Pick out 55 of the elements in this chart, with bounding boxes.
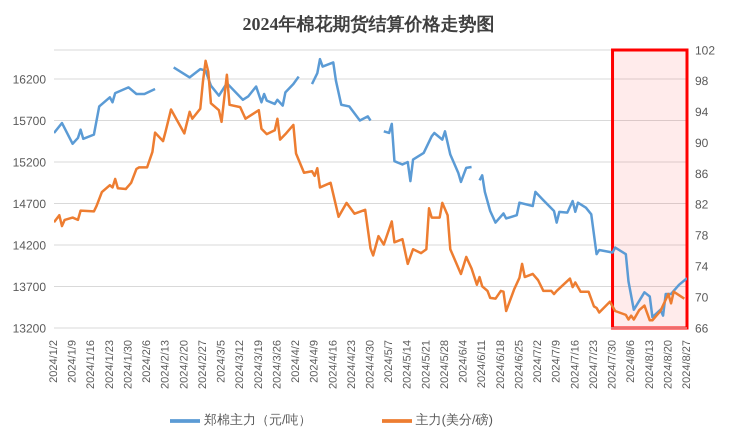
x-tick-label: 2024/1/16: [85, 340, 98, 389]
y2-tick-label: 94: [695, 105, 709, 120]
x-tick-label: 2024/4/30: [364, 340, 376, 389]
x-tick-label: 2024/4/2: [290, 340, 302, 383]
x-tick-label: 2024/2/6: [141, 340, 154, 383]
y-tick-label: 14700: [12, 196, 46, 211]
x-tick-label: 2024/1/9: [66, 340, 79, 383]
x-tick-label: 2024/4/16: [327, 340, 340, 389]
x-tick-label: 2024/6/4: [458, 340, 470, 383]
x-tick-label: 2024/8/13: [644, 340, 656, 389]
y2-tick-label: 74: [695, 259, 709, 274]
y-tick-label: 13700: [12, 280, 46, 294]
y2-tick-label: 66: [695, 321, 709, 336]
x-tick-label: 2024/5/21: [420, 340, 432, 389]
y2-tick-label: 78: [695, 228, 709, 243]
x-tick-label: 2024/7/30: [606, 340, 619, 389]
x-tick-label: 2024/4/23: [346, 340, 358, 389]
x-tick-label: 2024/7/9: [550, 340, 563, 383]
y2-tick-label: 70: [695, 290, 709, 304]
x-tick-label: 2024/3/12: [234, 340, 246, 389]
y2-tick-label: 98: [695, 74, 709, 88]
y2-tick-label: 102: [695, 43, 716, 58]
y-tick-label: 13200: [12, 321, 46, 336]
y2-tick-label: 90: [695, 136, 709, 150]
x-tick-label: 2024/2/13: [160, 340, 172, 389]
x-tick-label: 2024/7/2: [532, 340, 544, 383]
legend-label: 郑棉主力（元/吨）: [204, 412, 312, 428]
x-tick-label: 2024/2/20: [178, 340, 190, 389]
x-tick-label: 2024/1/23: [104, 340, 116, 389]
y-tick-label: 15700: [12, 114, 46, 128]
x-tick-label: 2024/7/23: [588, 340, 600, 389]
y2-tick-label: 82: [695, 198, 709, 212]
legend-label: 主力(美分/磅): [416, 412, 493, 428]
x-tick-label: 2024/8/20: [662, 340, 674, 389]
x-tick-label: 2024/6/11: [476, 340, 488, 388]
x-tick-label: 2024/1/30: [122, 340, 134, 389]
x-tick-label: 2024/2/27: [196, 340, 209, 389]
x-tick-label: 2024/3/5: [216, 340, 228, 383]
x-tick-label: 2024/4/9: [308, 340, 321, 383]
x-tick-label: 2024/8/27: [681, 340, 693, 389]
y-tick-label: 16200: [12, 72, 46, 86]
y-tick-label: 15200: [12, 155, 46, 170]
x-tick-label: 2024/1/2: [48, 340, 60, 383]
y2-tick-label: 86: [695, 166, 709, 181]
x-tick-label: 2024/6/18: [494, 340, 507, 389]
x-tick-label: 2024/6/25: [513, 340, 526, 389]
x-tick-label: 2024/5/28: [438, 340, 451, 389]
x-tick-label: 2024/5/7: [383, 340, 396, 383]
x-tick-label: 2024/3/19: [252, 340, 265, 389]
chart-title: 2024年棉花期货结算价格走势图: [242, 13, 496, 36]
x-tick-label: 2024/5/14: [402, 340, 414, 389]
x-tick-label: 2024/7/16: [569, 340, 582, 389]
x-tick-label: 2024/3/26: [271, 340, 284, 389]
y-tick-label: 14200: [12, 238, 46, 252]
x-tick-label: 2024/8/6: [625, 340, 638, 383]
